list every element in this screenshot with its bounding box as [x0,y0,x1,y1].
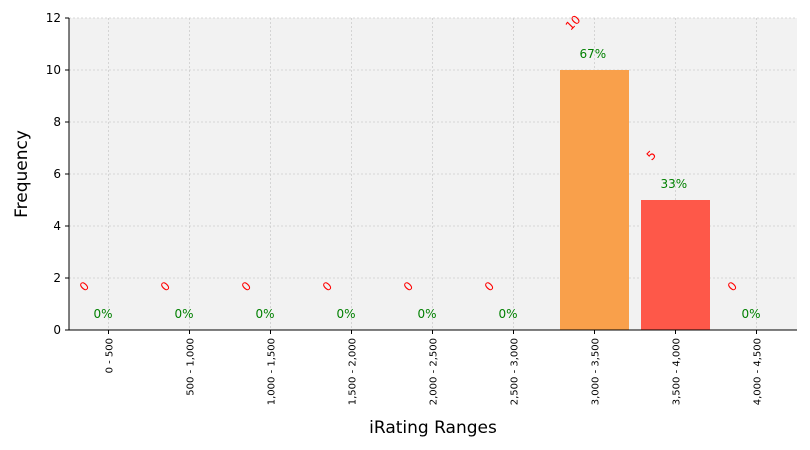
y-tick-label: 0 [53,323,61,337]
x-tick-label: 4,000 - 4,500 [753,338,764,405]
x-tick-label: 2,000 - 2,500 [429,338,440,405]
percent-label: 0% [175,307,194,321]
x-tick-label: 1,000 - 1,500 [267,338,278,405]
percent-label: 33% [661,177,688,191]
y-tick-label: 10 [46,63,61,77]
percent-label: 0% [337,307,356,321]
x-tick-label: 3,500 - 4,000 [672,338,683,405]
percent-label: 67% [580,47,607,61]
y-tick-label: 4 [53,219,61,233]
y-tick-label: 2 [53,271,61,285]
x-tick-label: 500 - 1,000 [186,338,197,396]
y-tick-label: 8 [53,115,61,129]
x-axis-ticks: 0 - 500 500 - 1,000 1,000 - 1,500 1,500 - 2… [105,330,764,405]
x-tick-label: 2,500 - 3,000 [510,338,521,405]
y-tick-label: 6 [53,167,61,181]
percent-label: 0% [94,307,113,321]
x-tick-label: 1,500 - 2,000 [348,338,359,405]
bar [641,200,710,330]
y-axis-label: Frequency [12,130,32,218]
percent-label: 0% [499,307,518,321]
y-axis-ticks: 0 2 4 6 8 10 12 [46,11,69,337]
percent-label: 0% [742,307,761,321]
percent-label: 0% [256,307,275,321]
x-tick-label: 0 - 500 [105,338,116,373]
y-tick-label: 12 [46,11,61,25]
bar [560,70,629,330]
x-tick-label: 3,000 - 3,500 [591,338,602,405]
percent-label: 0% [418,307,437,321]
x-axis-label: iRating Ranges [369,418,497,438]
